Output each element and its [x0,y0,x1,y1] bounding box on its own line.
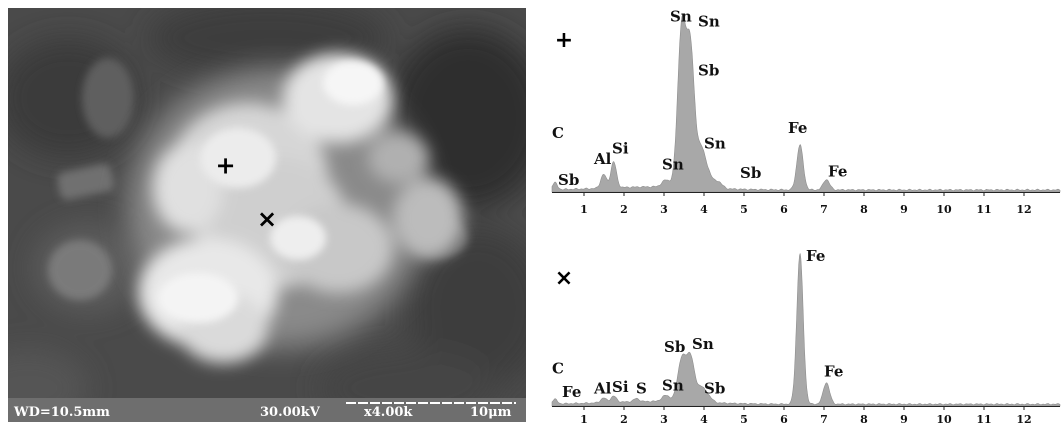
element-label: Fe [788,119,807,137]
x-tick-label: 12 [1016,413,1031,426]
x-tick-label: 8 [860,203,868,216]
magnification-label: x4.00k [364,405,413,420]
x-tick-label: 3 [660,203,668,216]
element-label: Fe [562,383,581,401]
element-label: Al [593,380,612,398]
element-label: Sb [698,61,719,79]
x-tick-label: 4 [700,203,708,216]
x-tick-label: 6 [780,413,788,426]
element-label: Sn [662,377,684,395]
x-tick-label: 5 [740,413,748,426]
element-label: Sn [698,13,720,31]
x-tick-label: 10 [936,413,952,426]
plus-marker: + [216,151,236,179]
working-distance-label: WD=10.5mm [13,405,110,420]
element-label: Sb [704,380,725,398]
element-label: Sn [670,7,692,25]
spectrum-area [551,14,1061,193]
x-tick-label: 1 [580,203,588,216]
element-label: Sb [664,338,685,356]
x-tick-label: 11 [976,203,991,216]
spectrum-area [551,253,1061,407]
element-label: Sn [704,135,726,153]
x-tick-label: 11 [976,413,991,426]
element-label: Sb [740,164,761,182]
x-tick-label: 5 [740,203,748,216]
x-tick-label: 2 [620,413,628,426]
x-tick-label: 9 [900,203,908,216]
element-label: Sn [692,335,714,353]
x-tick-label: 6 [780,203,788,216]
accelerating-voltage-label: 30.00kV [260,405,321,420]
x-tick-label: 12 [1016,203,1031,216]
sem-markers: +× [216,151,278,233]
element-label: S [636,380,647,398]
element-label: Sb [558,171,579,189]
element-label: Fe [828,162,847,180]
spectrum-marker-2: × [555,266,573,291]
cross-marker: × [257,205,277,233]
x-tick-label: 9 [900,413,908,426]
element-label: Fe [824,363,843,381]
element-label: Si [612,378,629,396]
x-tick-label: 10 [936,203,952,216]
x-tick-label: 8 [860,413,868,426]
element-label: Sn [662,155,684,173]
x-tick-label: 2 [620,203,628,216]
scale-length-label: 10μm [470,405,512,420]
sem-micrograph: +× WD=10.5mm 30.00kV x4.00k 10μm [8,8,526,422]
x-tick-label: 7 [820,413,828,426]
element-label: Al [593,150,612,168]
element-label: C [552,360,564,378]
spectrum-marker-1: + [555,28,573,53]
x-tick-label: 4 [700,413,708,426]
element-label: C [552,124,564,142]
x-tick-label: 3 [660,413,668,426]
x-tick-label: 7 [820,203,828,216]
x-tick-label: 1 [580,413,588,426]
element-label: Fe [806,247,825,265]
sem-bright-particle [128,53,463,363]
element-label: Si [612,140,629,158]
